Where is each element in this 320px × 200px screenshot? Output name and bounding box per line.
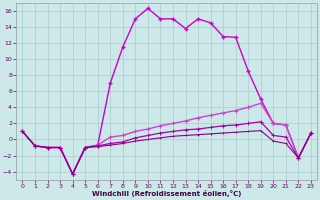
X-axis label: Windchill (Refroidissement éolien,°C): Windchill (Refroidissement éolien,°C) xyxy=(92,190,241,197)
